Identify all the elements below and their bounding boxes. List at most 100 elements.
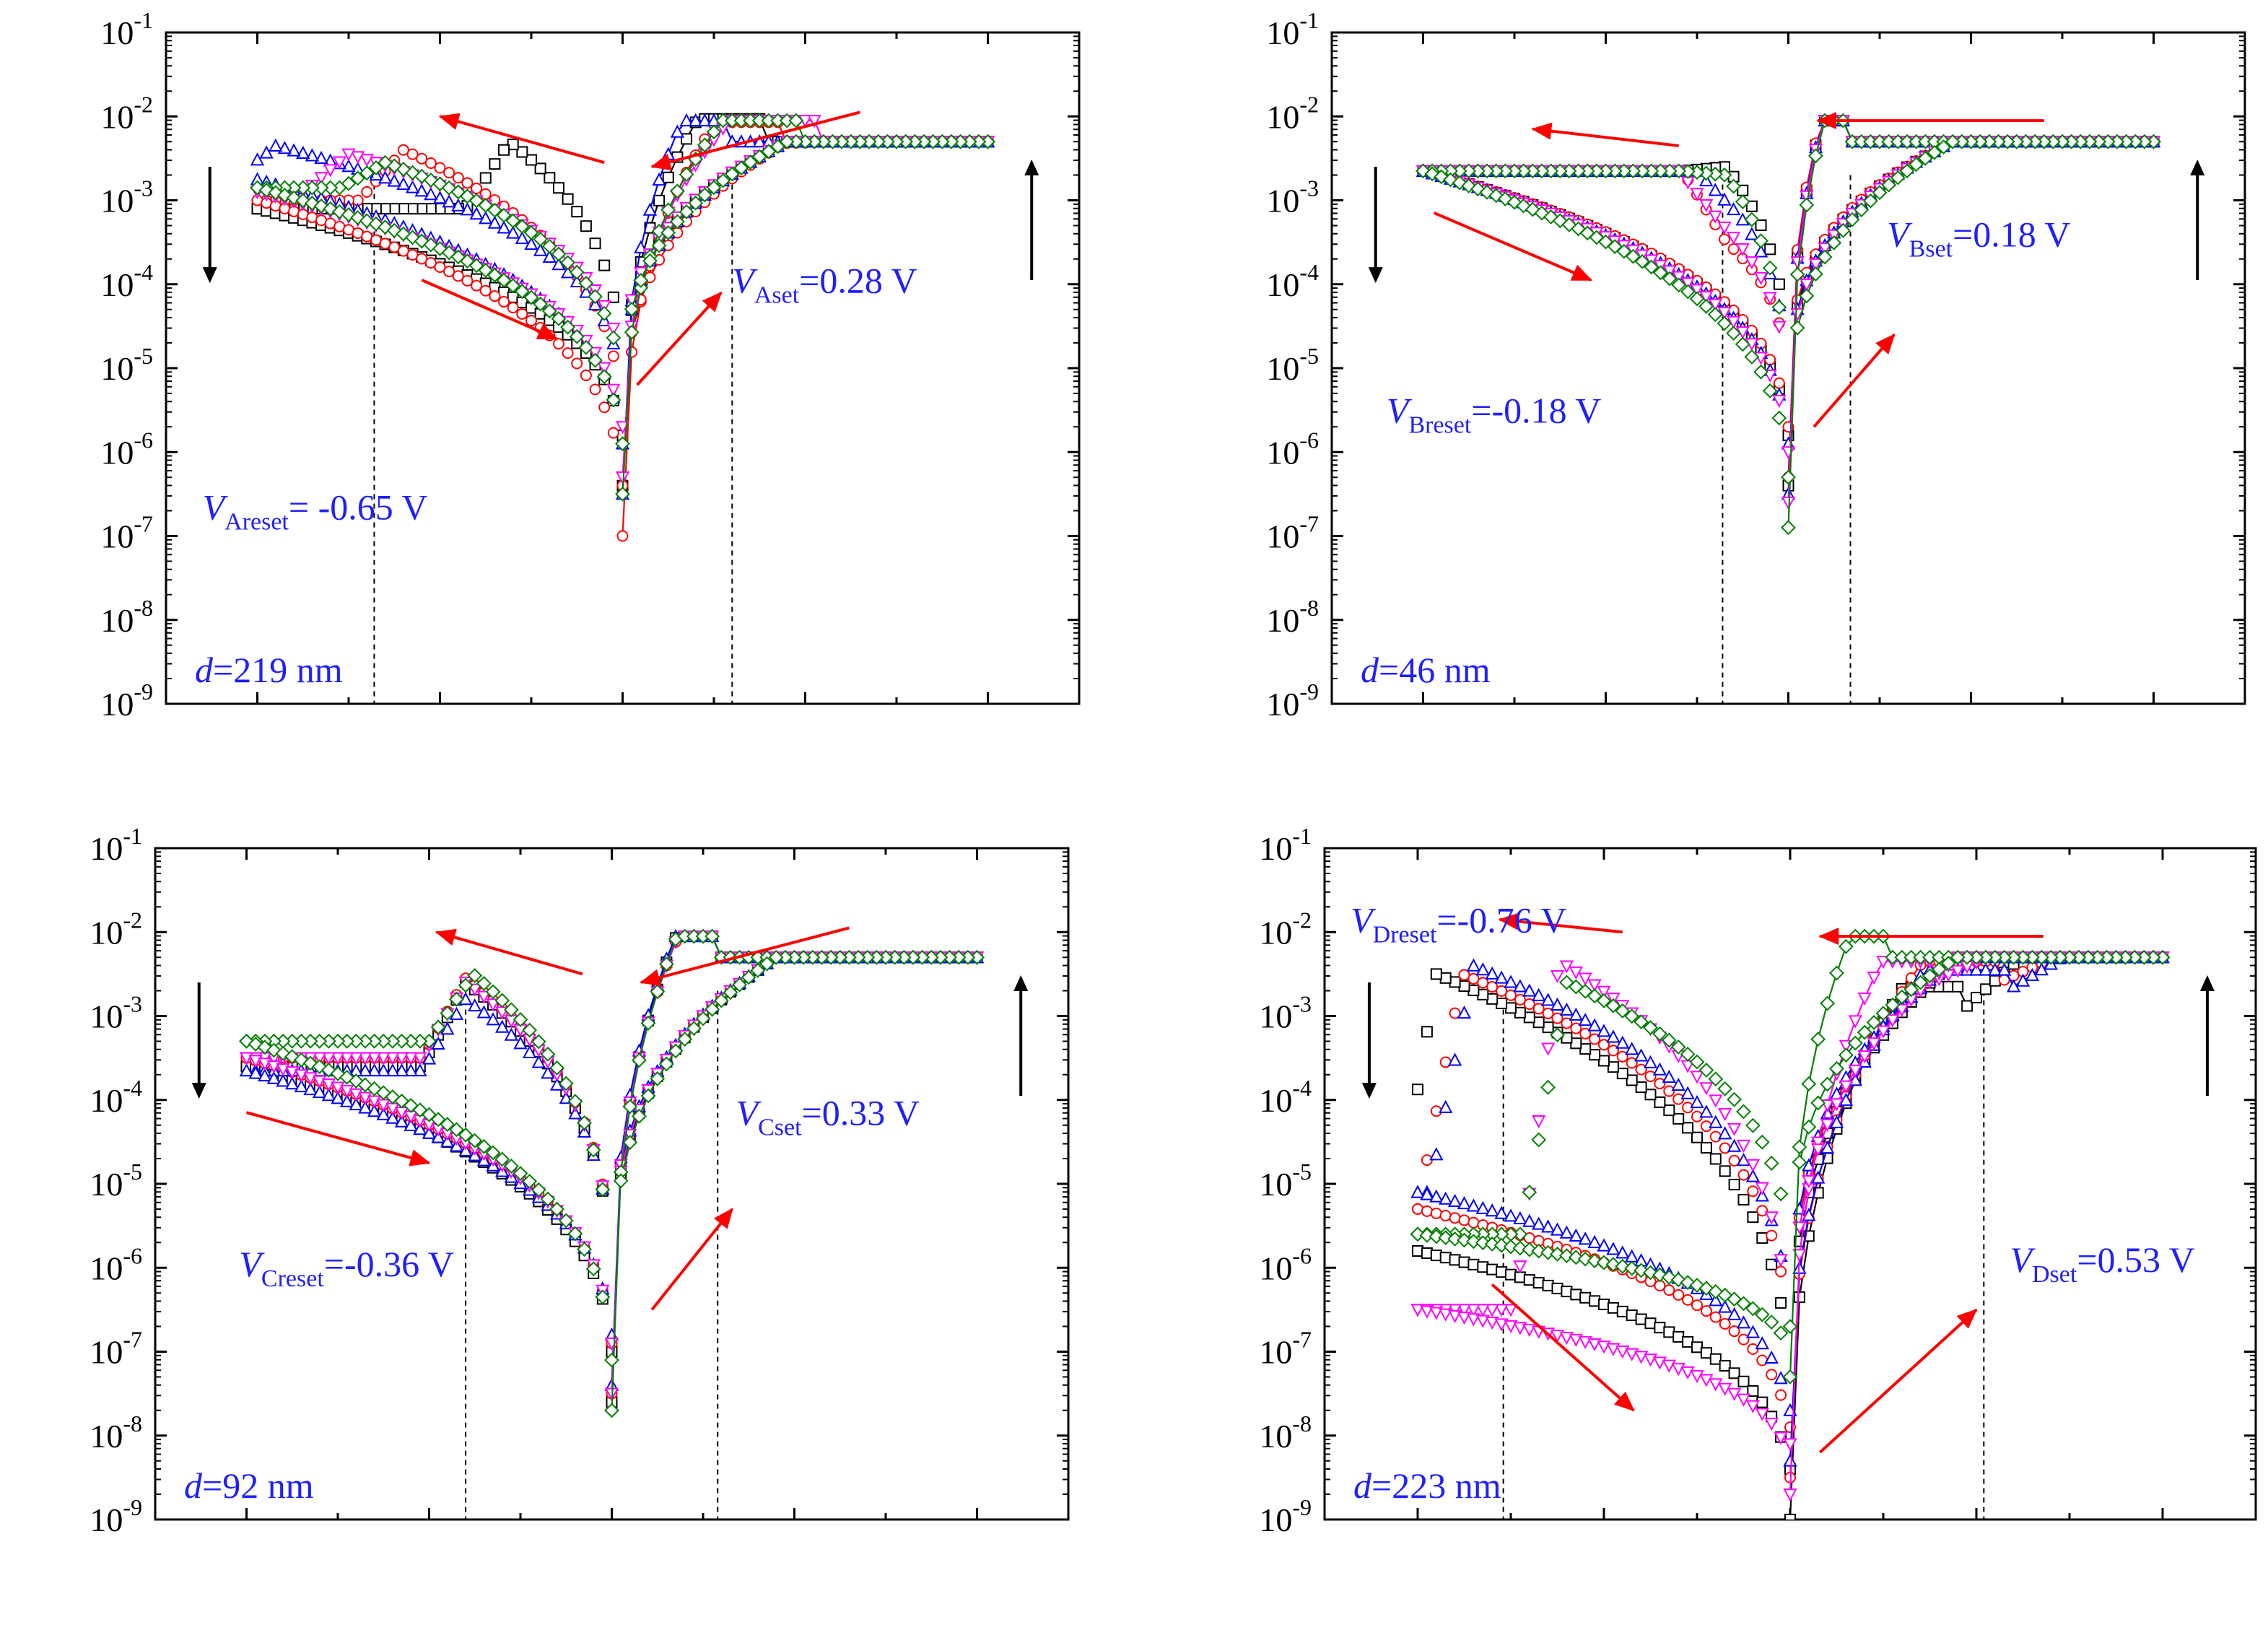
series-diamond xyxy=(239,928,985,1418)
point-triangle-up xyxy=(1662,1069,1676,1084)
point-triangle-down xyxy=(1578,1335,1592,1350)
point-square xyxy=(1430,968,1442,980)
point-circle xyxy=(397,144,409,156)
point-triangle-up xyxy=(376,1063,391,1077)
y-tick-exponent: -3 xyxy=(1292,991,1312,1017)
step-arrow-4 xyxy=(1491,1283,1635,1412)
point-triangle-down xyxy=(1615,1346,1630,1359)
point-triangle-down xyxy=(1783,1488,1797,1502)
point-diamond xyxy=(1838,938,1854,954)
point-square xyxy=(1961,1000,1973,1012)
y-tick-exponent: -4 xyxy=(123,1075,142,1101)
point-diamond xyxy=(350,170,366,186)
vset-label-sub: Dset xyxy=(2032,1261,2077,1288)
point-triangle-down xyxy=(332,156,347,170)
point-diamond xyxy=(706,180,722,196)
point-triangle-up xyxy=(1550,1222,1565,1236)
point-square xyxy=(1421,1026,1433,1038)
point-triangle-down xyxy=(1671,1363,1685,1377)
point-circle xyxy=(1607,1045,1619,1057)
point-square xyxy=(1663,1104,1675,1117)
series-line xyxy=(1787,120,2154,528)
point-triangle-up xyxy=(296,145,310,159)
point-circle xyxy=(1775,1389,1787,1401)
point-diamond xyxy=(1950,949,1966,965)
point-triangle-down xyxy=(468,983,482,997)
point-triangle-down xyxy=(1698,199,1714,213)
y-tick-base: 10 xyxy=(1266,602,1299,639)
point-square xyxy=(1467,1258,1480,1270)
point-square xyxy=(1971,991,1982,1003)
point-triangle-up xyxy=(634,240,648,253)
y-tick-exponent: -7 xyxy=(1299,511,1319,537)
point-square xyxy=(1755,219,1767,231)
point-triangle-up xyxy=(1597,1238,1611,1252)
point-triangle-down xyxy=(1522,1323,1537,1338)
point-circle xyxy=(552,338,564,350)
point-triangle-down xyxy=(1587,1338,1602,1352)
point-triangle-up xyxy=(339,1094,354,1107)
point-triangle-down xyxy=(1772,321,1787,334)
point-triangle-up xyxy=(1569,1007,1583,1021)
point-diamond xyxy=(1652,265,1668,281)
series-line xyxy=(611,936,977,1411)
point-diamond xyxy=(604,1352,619,1368)
point-triangle-down xyxy=(1857,992,1872,1006)
y-tick-exponent: -9 xyxy=(1299,679,1319,705)
point-diamond xyxy=(1866,1015,1882,1030)
point-square xyxy=(1691,1131,1703,1143)
vreset-label-v: V xyxy=(203,487,229,527)
point-square xyxy=(662,171,674,183)
point-diamond xyxy=(750,962,766,978)
point-triangle-down xyxy=(1504,1304,1518,1317)
y-tick-base: 10 xyxy=(1259,830,1292,867)
point-circle xyxy=(516,308,528,320)
point-circle xyxy=(1766,1229,1778,1242)
point-triangle-down xyxy=(1811,1143,1826,1157)
point-triangle-up xyxy=(331,1091,345,1104)
y-tick-base: 10 xyxy=(100,518,134,555)
vreset-label-value: =-0.76 V xyxy=(1436,899,1566,940)
point-circle xyxy=(406,148,419,160)
y-tick-label: 10-1 xyxy=(100,7,153,51)
point-diamond xyxy=(743,154,759,170)
point-diamond xyxy=(1922,968,1937,984)
point-diamond xyxy=(485,984,501,1000)
point-diamond xyxy=(1475,1235,1491,1250)
point-diamond xyxy=(1754,1307,1770,1322)
point-diamond xyxy=(595,1182,611,1198)
point-square xyxy=(598,259,611,271)
point-triangle-up xyxy=(1447,1193,1462,1207)
point-diamond xyxy=(732,977,748,993)
y-tick-exponent: -7 xyxy=(123,1327,142,1353)
point-diamond xyxy=(1643,1020,1658,1036)
point-diamond xyxy=(1736,1296,1751,1312)
vset-label-value: =0.33 V xyxy=(802,1093,920,1133)
point-diamond xyxy=(1940,955,1956,971)
point-diamond xyxy=(514,284,530,300)
point-triangle-down xyxy=(1783,1438,1797,1452)
point-diamond xyxy=(1745,1301,1761,1317)
point-diamond xyxy=(485,1145,501,1161)
point-triangle-down xyxy=(1597,1340,1611,1354)
point-diamond xyxy=(1689,1054,1705,1070)
point-circle xyxy=(1682,1294,1694,1306)
y-tick-base: 10 xyxy=(1259,1418,1292,1455)
vreset-label-v: V xyxy=(1387,391,1413,431)
point-triangle-up xyxy=(568,1106,583,1120)
point-circle xyxy=(1747,1185,1759,1198)
point-triangle-up xyxy=(1522,983,1537,997)
point-diamond xyxy=(622,1099,638,1115)
point-triangle-down xyxy=(606,323,621,336)
point-triangle-up xyxy=(1532,987,1546,1001)
point-square xyxy=(1672,1112,1685,1125)
point-square xyxy=(1737,1193,1750,1205)
plot-frame xyxy=(1323,847,2257,1521)
point-triangle-down xyxy=(1895,1003,1909,1017)
point-triangle-down xyxy=(1690,1370,1704,1384)
y-tick-exponent: -1 xyxy=(1299,7,1319,33)
point-triangle-up xyxy=(1709,1293,1723,1307)
point-triangle-up xyxy=(1625,1042,1639,1055)
y-tick-exponent: -8 xyxy=(123,1411,142,1436)
point-triangle-up xyxy=(1475,1200,1490,1214)
